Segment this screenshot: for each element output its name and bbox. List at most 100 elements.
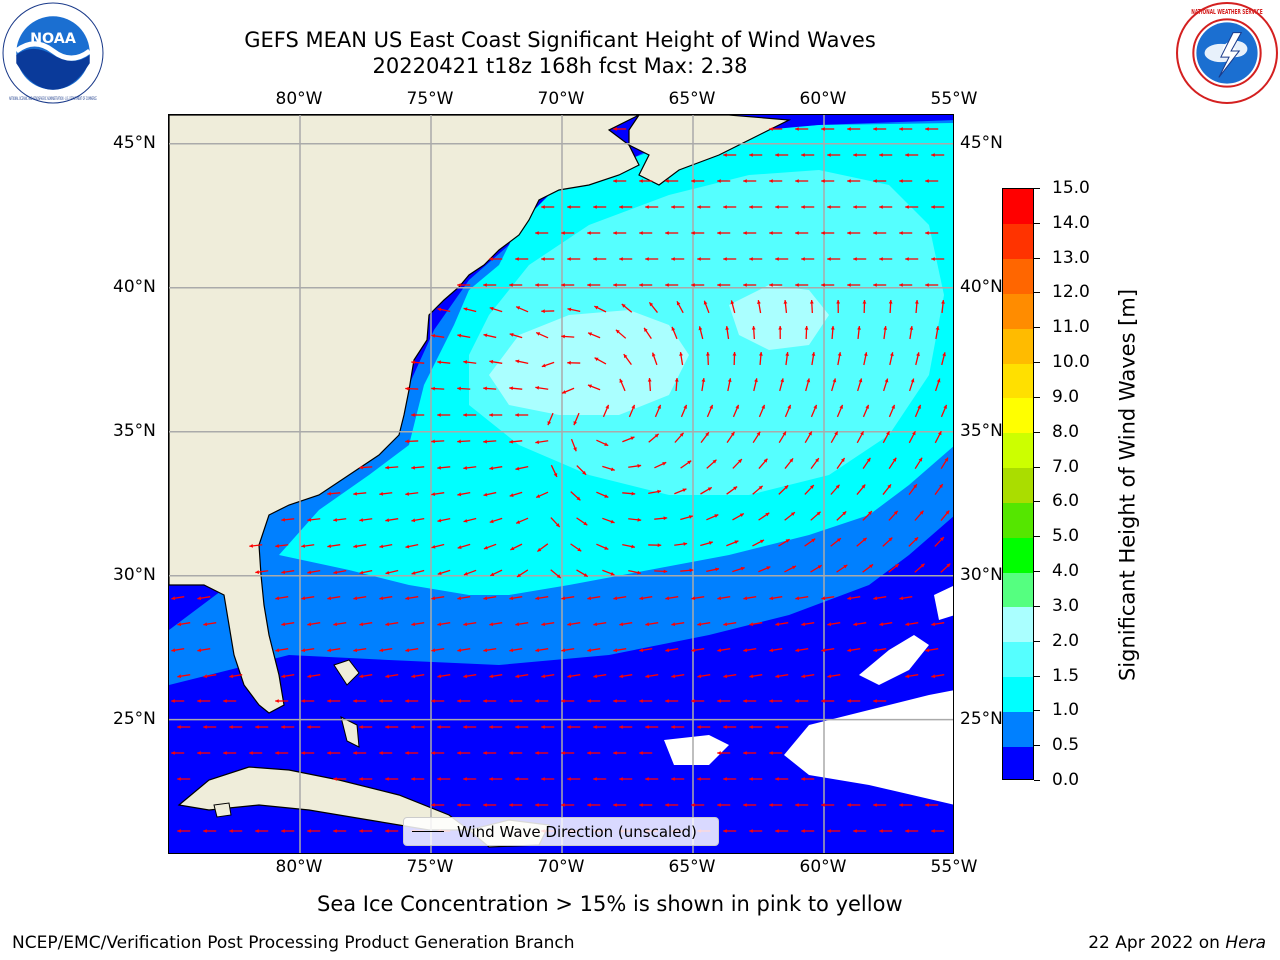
wave-direction-arrow bbox=[613, 596, 627, 601]
wave-direction-arrow bbox=[935, 326, 940, 340]
wave-direction-arrow bbox=[691, 231, 705, 235]
wave-direction-arrow bbox=[593, 257, 607, 261]
colorbar-tick-label: 12.0 bbox=[1052, 282, 1090, 303]
wave-direction-arrow bbox=[613, 751, 627, 755]
wave-direction-arrow bbox=[899, 231, 913, 235]
wave-direction-arrow bbox=[197, 751, 211, 755]
wave-direction-arrow bbox=[784, 457, 794, 469]
wave-direction-arrow bbox=[801, 622, 815, 627]
wave-direction-arrow bbox=[535, 803, 549, 807]
wave-direction-arrow bbox=[623, 353, 632, 365]
wave-direction-arrow bbox=[856, 484, 866, 495]
wave-direction-arrow bbox=[758, 512, 770, 521]
wave-direction-arrow bbox=[275, 648, 289, 653]
colorbar-tick-label: 0.5 bbox=[1052, 735, 1080, 756]
wave-direction-arrow bbox=[437, 725, 451, 729]
wave-direction-arrow bbox=[914, 457, 923, 470]
colorbar-tick bbox=[1034, 188, 1040, 189]
wave-direction-arrow bbox=[717, 231, 731, 235]
wave-direction-arrow bbox=[593, 725, 607, 729]
wave-direction-arrow bbox=[307, 517, 321, 522]
wave-direction-arrow bbox=[327, 699, 341, 703]
wave-direction-arrow bbox=[628, 464, 642, 468]
wave-direction-arrow bbox=[411, 465, 425, 470]
wave-direction-arrow bbox=[645, 725, 659, 729]
wave-direction-arrow bbox=[405, 439, 419, 444]
wave-direction-arrow bbox=[934, 430, 942, 444]
wave-direction-arrow bbox=[908, 430, 916, 444]
wave-direction-arrow bbox=[888, 299, 893, 314]
wave-direction-arrow bbox=[541, 725, 555, 729]
wave-direction-arrow bbox=[515, 777, 529, 781]
wave-direction-arrow bbox=[353, 699, 367, 703]
wave-direction-arrow bbox=[463, 725, 477, 729]
wave-direction-arrow bbox=[327, 751, 341, 755]
wave-direction-arrow bbox=[359, 518, 373, 522]
wave-direction-arrow bbox=[359, 725, 373, 729]
wave-direction-arrow bbox=[643, 327, 652, 340]
wave-direction-arrow bbox=[576, 465, 587, 476]
wave-direction-arrow bbox=[795, 699, 809, 703]
wave-direction-arrow bbox=[654, 461, 667, 469]
wave-direction-arrow bbox=[934, 536, 945, 547]
wave-direction-arrow bbox=[281, 725, 295, 729]
wave-direction-arrow bbox=[691, 596, 705, 601]
lat-tick-label-right: 45°N bbox=[960, 132, 1003, 153]
wave-direction-arrow bbox=[379, 543, 393, 549]
wave-direction-arrow bbox=[821, 283, 835, 287]
wave-direction-arrow bbox=[171, 648, 185, 653]
wave-direction-arrow bbox=[613, 231, 627, 235]
wave-direction-arrow bbox=[489, 257, 503, 261]
wave-direction-arrow bbox=[723, 674, 737, 679]
wave-direction-arrow bbox=[567, 307, 581, 313]
wave-direction-arrow bbox=[836, 299, 841, 314]
wave-direction-arrow bbox=[489, 359, 503, 364]
wave-direction-arrow bbox=[931, 153, 945, 157]
wave-direction-arrow bbox=[515, 413, 529, 417]
colorbar-tick-label: 14.0 bbox=[1052, 212, 1090, 233]
no-data-region bbox=[859, 635, 929, 685]
wave-direction-arrow bbox=[723, 622, 737, 627]
wave-direction-arrow bbox=[674, 432, 685, 443]
wave-direction-arrow bbox=[229, 829, 243, 833]
wave-direction-arrow bbox=[639, 179, 653, 183]
wave-direction-arrow bbox=[645, 205, 659, 209]
colorbar-segment bbox=[1003, 293, 1033, 329]
wave-direction-arrow bbox=[671, 622, 685, 627]
wave-direction-arrow bbox=[847, 179, 861, 183]
wave-direction-arrow bbox=[830, 537, 842, 547]
wave-direction-arrow bbox=[879, 257, 893, 261]
wave-direction-arrow bbox=[567, 777, 581, 781]
legend-line-icon bbox=[412, 831, 444, 832]
wave-direction-arrow bbox=[613, 127, 627, 131]
wave-direction-arrow bbox=[411, 622, 425, 627]
wave-direction-arrow bbox=[333, 829, 347, 833]
wave-direction-arrow bbox=[821, 699, 835, 703]
wave-direction-arrow bbox=[593, 205, 607, 209]
wave-direction-arrow bbox=[613, 648, 627, 653]
wave-direction-arrow bbox=[863, 352, 868, 366]
lat-tick-label-left: 30°N bbox=[113, 564, 156, 585]
wave-direction-arrow bbox=[795, 231, 809, 235]
lon-tick-label-top: 70°W bbox=[537, 89, 585, 109]
wave-direction-arrow bbox=[914, 563, 925, 573]
wave-direction-arrow bbox=[405, 699, 419, 703]
wave-direction-arrow bbox=[940, 404, 948, 418]
wave-direction-arrow bbox=[457, 648, 471, 653]
wave-direction-arrow bbox=[805, 378, 811, 392]
wave-direction-arrow bbox=[327, 648, 341, 653]
wave-direction-arrow bbox=[255, 829, 269, 833]
wave-direction-arrow bbox=[431, 699, 445, 703]
wave-direction-arrow bbox=[862, 299, 867, 314]
wave-direction-arrow bbox=[223, 699, 237, 703]
colorbar-segment bbox=[1003, 572, 1033, 608]
wave-direction-arrow bbox=[732, 351, 737, 366]
wave-direction-arrow bbox=[726, 486, 738, 495]
wave-direction-arrow bbox=[177, 725, 191, 729]
wave-direction-arrow bbox=[888, 457, 897, 470]
wave-direction-arrow bbox=[775, 674, 789, 679]
wave-direction-arrow bbox=[795, 127, 809, 131]
lat-tick-label-right: 30°N bbox=[960, 564, 1003, 585]
colorbar bbox=[1002, 188, 1034, 780]
colorbar-tick-label: 6.0 bbox=[1052, 491, 1080, 512]
